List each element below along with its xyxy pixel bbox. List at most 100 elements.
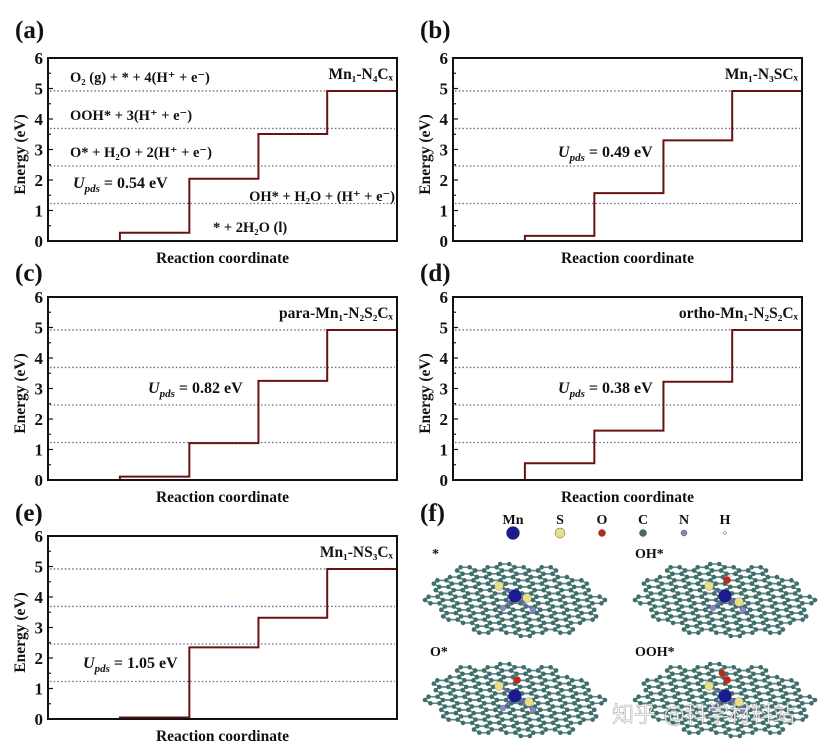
carbon-atom xyxy=(670,571,675,577)
carbon-atom xyxy=(465,691,471,696)
carbon-atom xyxy=(736,668,742,673)
y-axis-label: Energy (eV) xyxy=(417,114,434,195)
carbon-atom xyxy=(675,591,681,596)
carbon-atom xyxy=(721,623,726,629)
carbon-atom xyxy=(422,697,428,703)
y-tick-label: 6 xyxy=(440,49,449,68)
legend-label: N xyxy=(679,513,689,528)
carbon-atom xyxy=(539,614,545,619)
carbon-atom xyxy=(555,591,561,596)
carbon-atom xyxy=(561,610,567,616)
carbon-atom xyxy=(695,581,701,586)
carbon-atom xyxy=(679,671,684,677)
carbon-atom xyxy=(548,714,554,719)
carbon-atom xyxy=(504,630,509,636)
carbon-atom xyxy=(435,594,440,600)
carbon-atom xyxy=(586,687,591,693)
carbon-atom xyxy=(709,668,715,673)
carbon-atom xyxy=(530,681,536,686)
carbon-atom xyxy=(764,717,769,722)
carbon-atom xyxy=(686,681,692,686)
carbon-atom xyxy=(787,720,793,726)
carbon-atom xyxy=(491,700,496,706)
carbon-atom xyxy=(749,564,754,570)
carbon-atom xyxy=(744,694,749,700)
carbon-atom xyxy=(763,684,769,690)
panel-label: (c) xyxy=(15,260,43,287)
carbon-atom xyxy=(704,697,710,703)
carbon-atom xyxy=(735,710,741,716)
carbon-atom xyxy=(726,727,732,732)
carbon-atom xyxy=(487,671,492,677)
carbon-atom xyxy=(638,600,643,606)
carbon-atom xyxy=(463,684,469,690)
carbon-atom xyxy=(708,627,714,632)
carbon-atom xyxy=(745,668,751,673)
carbon-atom xyxy=(758,614,764,619)
carbon-atom xyxy=(422,597,428,603)
carbon-atom xyxy=(440,697,446,703)
carbon-atom xyxy=(553,584,559,590)
legend-item-o: O xyxy=(597,513,608,537)
carbon-atom xyxy=(593,714,599,719)
carbon-atom xyxy=(668,581,674,586)
carbon-atom xyxy=(641,681,647,686)
sulfur-atom xyxy=(494,681,504,691)
carbon-atom xyxy=(687,730,692,736)
carbon-atom xyxy=(464,700,469,706)
carbon-atom xyxy=(803,614,809,619)
upds-annotation: Upds = 1.05 eV xyxy=(83,655,178,675)
carbon-atom xyxy=(485,564,490,570)
carbon-atom xyxy=(717,710,723,716)
carbon-atom xyxy=(550,571,555,577)
carbon-atom xyxy=(657,591,663,596)
carbon-atom xyxy=(543,594,548,600)
carbon-atom xyxy=(460,587,465,593)
carbon-atom xyxy=(530,581,536,586)
carbon-atom xyxy=(665,700,670,706)
carbon-atom xyxy=(789,710,795,716)
carbon-atom xyxy=(654,678,659,683)
carbon-atom xyxy=(453,594,458,600)
panel-label: (b) xyxy=(420,17,451,44)
carbon-atom xyxy=(444,678,449,683)
carbon-atom xyxy=(751,587,756,593)
carbon-atom xyxy=(512,564,517,570)
state-label: * xyxy=(432,547,439,562)
carbon-atom xyxy=(738,574,744,580)
upds-annotation: Upds = 0.54 eV xyxy=(73,175,168,195)
carbon-atom xyxy=(740,581,746,586)
carbon-atom xyxy=(521,564,526,570)
carbon-atom xyxy=(762,727,768,732)
carbon-atom xyxy=(713,697,719,703)
carbon-atom xyxy=(667,607,672,613)
carbon-atom xyxy=(467,564,472,570)
carbon-atom xyxy=(489,578,494,583)
carbon-atom xyxy=(525,710,531,716)
carbon-atom xyxy=(636,694,641,700)
carbon-atom xyxy=(756,591,762,596)
nitrogen-atom xyxy=(709,704,717,712)
carbon-atom xyxy=(760,571,765,577)
carbon-atom xyxy=(472,684,478,690)
carbon-atom xyxy=(446,717,451,722)
x-axis-label: Reaction coordinate xyxy=(561,489,694,506)
carbon-atom xyxy=(440,614,446,619)
x-axis-label: Reaction coordinate xyxy=(156,489,289,506)
carbon-atom xyxy=(691,568,697,573)
carbon-atom xyxy=(428,600,433,606)
carbon-atom xyxy=(435,678,440,683)
carbon-atom xyxy=(682,568,688,573)
legend-item-h: H xyxy=(720,513,731,535)
carbon-atom xyxy=(712,723,717,729)
carbon-atom xyxy=(567,630,572,636)
carbon-atom xyxy=(724,571,729,577)
carbon-atom xyxy=(460,620,466,626)
carbon-atom xyxy=(736,584,742,590)
carbon-atom xyxy=(535,568,541,573)
carbon-atom xyxy=(590,600,595,606)
carbon-atom xyxy=(670,587,675,593)
nitrogen-atom xyxy=(739,606,747,614)
y-tick-label: 5 xyxy=(35,558,44,577)
